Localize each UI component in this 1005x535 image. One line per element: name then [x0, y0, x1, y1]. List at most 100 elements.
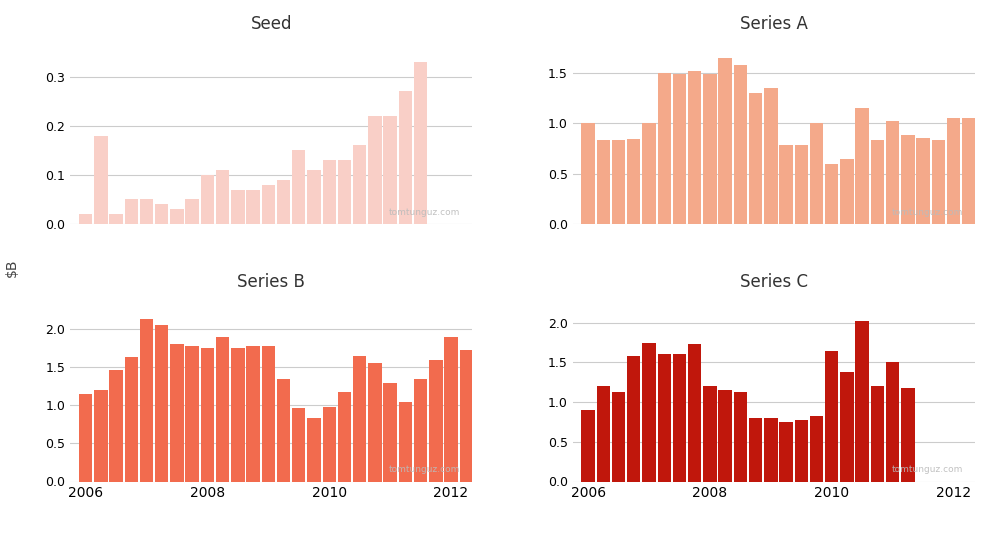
Bar — [384, 383, 397, 482]
Bar — [901, 135, 915, 224]
Bar — [886, 121, 899, 224]
Bar — [110, 370, 123, 482]
Bar — [323, 407, 336, 482]
Bar — [840, 372, 853, 482]
Bar — [201, 175, 214, 224]
Bar — [657, 73, 671, 224]
Bar — [276, 180, 290, 224]
Bar — [140, 200, 153, 224]
Title: Series C: Series C — [740, 273, 808, 291]
Bar — [810, 416, 823, 482]
Title: Series A: Series A — [740, 15, 808, 33]
Bar — [597, 140, 610, 224]
Bar — [78, 214, 92, 224]
Bar — [764, 418, 778, 482]
Bar — [704, 386, 717, 482]
Bar — [855, 108, 869, 224]
Bar — [429, 360, 442, 482]
Bar — [581, 123, 595, 224]
Bar — [231, 348, 244, 482]
Bar — [688, 71, 701, 224]
Bar — [125, 200, 138, 224]
Bar — [261, 346, 275, 482]
Bar — [688, 344, 701, 482]
Bar — [170, 345, 184, 482]
Bar — [932, 140, 945, 224]
Bar — [810, 123, 823, 224]
Bar — [642, 123, 655, 224]
Bar — [261, 185, 275, 224]
Bar — [338, 160, 351, 224]
Text: tomtunguz.com: tomtunguz.com — [389, 465, 460, 474]
Bar — [962, 118, 976, 224]
Bar — [231, 189, 244, 224]
Bar — [110, 214, 123, 224]
Bar — [612, 140, 625, 224]
Bar — [764, 88, 778, 224]
Bar — [749, 93, 762, 224]
Bar — [308, 418, 321, 482]
Bar — [384, 116, 397, 224]
Bar — [947, 118, 960, 224]
Bar — [292, 150, 306, 224]
Bar — [399, 402, 412, 482]
Text: tomtunguz.com: tomtunguz.com — [891, 208, 963, 217]
Bar — [353, 356, 367, 482]
Bar — [657, 355, 671, 482]
Bar — [353, 146, 367, 224]
Bar — [444, 337, 457, 482]
Bar — [368, 363, 382, 482]
Bar — [795, 146, 808, 224]
Bar — [642, 342, 655, 482]
Bar — [993, 85, 1005, 224]
Bar — [627, 356, 640, 482]
Bar — [323, 160, 336, 224]
Bar — [292, 408, 306, 482]
Bar — [78, 394, 92, 482]
Bar — [186, 200, 199, 224]
Title: Seed: Seed — [250, 15, 292, 33]
Title: Series B: Series B — [237, 273, 306, 291]
Bar — [672, 74, 686, 224]
Bar — [870, 140, 884, 224]
Text: tomtunguz.com: tomtunguz.com — [891, 465, 963, 474]
Bar — [719, 390, 732, 482]
Bar — [308, 170, 321, 224]
Bar — [627, 139, 640, 224]
Bar — [399, 91, 412, 224]
Bar — [94, 390, 108, 482]
Bar — [795, 419, 808, 482]
Bar — [338, 392, 351, 482]
Bar — [276, 379, 290, 482]
Bar — [779, 146, 793, 224]
Bar — [246, 189, 259, 224]
Bar — [459, 350, 473, 482]
Bar — [825, 350, 838, 482]
Bar — [216, 170, 229, 224]
Bar — [597, 386, 610, 482]
Bar — [368, 116, 382, 224]
Bar — [749, 418, 762, 482]
Bar — [125, 357, 138, 482]
Bar — [855, 321, 869, 482]
Bar — [414, 379, 427, 482]
Bar — [840, 159, 853, 224]
Bar — [977, 139, 991, 224]
Text: tomtunguz.com: tomtunguz.com — [389, 208, 460, 217]
Bar — [612, 392, 625, 482]
Bar — [216, 337, 229, 482]
Bar — [886, 362, 899, 482]
Bar — [170, 209, 184, 224]
Bar — [155, 204, 169, 224]
Bar — [825, 164, 838, 224]
Bar — [779, 422, 793, 482]
Bar — [901, 388, 915, 482]
Bar — [201, 348, 214, 482]
Bar — [246, 346, 259, 482]
Bar — [704, 74, 717, 224]
Bar — [719, 58, 732, 224]
Bar — [734, 392, 747, 482]
Bar — [414, 62, 427, 224]
Bar — [870, 386, 884, 482]
Bar — [917, 139, 930, 224]
